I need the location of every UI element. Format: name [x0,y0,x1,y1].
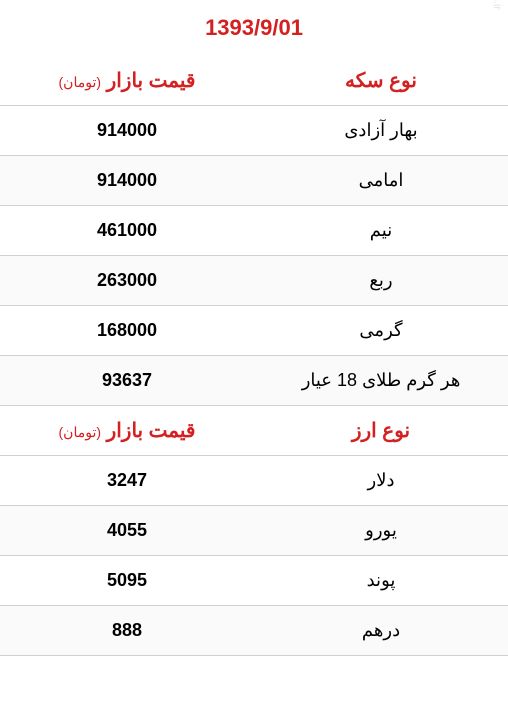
item-price: 93637 [0,356,254,405]
item-name: هر گرم طلای 18 عیار [254,356,508,405]
table-row: درهم888 [0,606,508,656]
date-header: 1393/9/01 [0,0,508,56]
item-price: 914000 [0,106,254,155]
table-row: بهار آزادی914000 [0,106,508,156]
item-price: 914000 [0,156,254,205]
watermark: mashreghnews.ir [491,0,503,10]
table-row: پوند5095 [0,556,508,606]
item-price: 888 [0,606,254,655]
item-name: دلار [254,456,508,505]
table-row: هر گرم طلای 18 عیار93637 [0,356,508,406]
table-row: نیم461000 [0,206,508,256]
item-name: گرمی [254,306,508,355]
item-name: بهار آزادی [254,106,508,155]
table-row: گرمی168000 [0,306,508,356]
coin-type-header: نوع سکه [254,56,508,105]
currency-rows-container: دلار3247یورو4055پوند5095درهم888 [0,456,508,656]
table-row: امامی914000 [0,156,508,206]
price-label: قیمت بازار [107,420,196,442]
price-label: قیمت بازار [107,70,196,92]
item-name: امامی [254,156,508,205]
item-name: پوند [254,556,508,605]
price-unit: (تومان) [59,74,102,90]
price-table-container: mashreghnews.ir 1393/9/01 نوع سکه قیمت ب… [0,0,508,656]
item-name: ربع [254,256,508,305]
item-name: درهم [254,606,508,655]
currency-type-header: نوع ارز [254,406,508,455]
table-row: دلار3247 [0,456,508,506]
item-price: 3247 [0,456,254,505]
coin-price-header: قیمت بازار (تومان) [0,56,254,105]
coin-rows-container: بهار آزادی914000امامی914000نیم461000ربع2… [0,106,508,406]
item-name: نیم [254,206,508,255]
currency-header-row: نوع ارز قیمت بازار (تومان) [0,406,508,456]
table-row: یورو4055 [0,506,508,556]
item-price: 263000 [0,256,254,305]
price-unit: (تومان) [59,424,102,440]
table-row: ربع263000 [0,256,508,306]
item-price: 461000 [0,206,254,255]
item-price: 4055 [0,506,254,555]
item-price: 168000 [0,306,254,355]
coin-header-row: نوع سکه قیمت بازار (تومان) [0,56,508,106]
item-name: یورو [254,506,508,555]
currency-price-header: قیمت بازار (تومان) [0,406,254,455]
item-price: 5095 [0,556,254,605]
